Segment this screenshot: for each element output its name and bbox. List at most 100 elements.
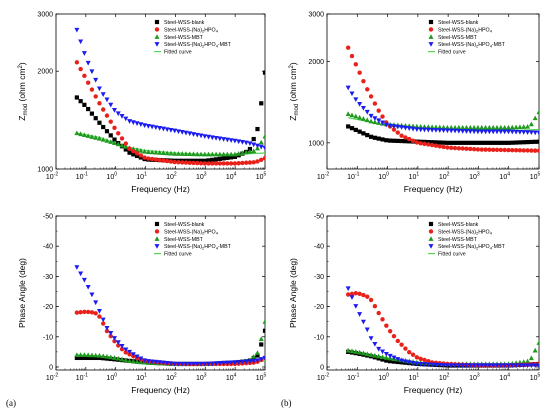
x-tick-label: 103 bbox=[196, 172, 207, 182]
data-point bbox=[100, 136, 106, 142]
data-point bbox=[472, 140, 477, 145]
data-point bbox=[361, 78, 366, 84]
data-point bbox=[502, 129, 508, 135]
x-tick-label: 101 bbox=[136, 373, 147, 383]
series-steel-wss-na-2hpo4 bbox=[345, 45, 539, 153]
data-point bbox=[74, 27, 80, 33]
data-point bbox=[448, 363, 454, 369]
data-point bbox=[240, 160, 245, 166]
data-point bbox=[81, 51, 87, 56]
data-point bbox=[97, 314, 102, 319]
data-point bbox=[104, 325, 110, 331]
data-point bbox=[353, 349, 359, 354]
y-tick-label: -30 bbox=[43, 274, 53, 281]
legend-swatch bbox=[154, 221, 160, 227]
data-point bbox=[536, 340, 539, 345]
data-point bbox=[380, 317, 385, 322]
data-point bbox=[452, 124, 458, 130]
data-point bbox=[380, 349, 386, 355]
data-point bbox=[533, 139, 538, 144]
data-point bbox=[525, 140, 530, 145]
data-point bbox=[262, 328, 265, 333]
data-point bbox=[85, 352, 91, 358]
legend-entry-fitted-curve: Fitted curve bbox=[438, 252, 466, 258]
data-point bbox=[483, 140, 488, 145]
data-point bbox=[161, 158, 166, 163]
data-point bbox=[425, 362, 431, 368]
data-point bbox=[138, 356, 144, 362]
legend-swatch bbox=[428, 42, 434, 47]
data-point bbox=[176, 160, 181, 165]
data-point bbox=[221, 156, 226, 161]
data-point bbox=[138, 122, 144, 127]
data-point bbox=[357, 349, 363, 355]
data-point bbox=[239, 150, 245, 156]
data-point bbox=[89, 87, 95, 92]
data-point bbox=[399, 342, 404, 347]
data-point bbox=[532, 130, 538, 136]
data-point bbox=[433, 128, 439, 133]
data-point bbox=[513, 124, 519, 130]
data-point bbox=[262, 145, 265, 151]
data-point bbox=[255, 353, 260, 358]
data-point bbox=[361, 292, 366, 298]
data-point bbox=[89, 111, 95, 116]
data-point bbox=[142, 155, 147, 160]
data-point bbox=[353, 97, 359, 103]
data-point bbox=[479, 124, 485, 130]
data-point bbox=[164, 127, 170, 133]
data-point bbox=[444, 363, 450, 369]
data-point bbox=[383, 355, 389, 360]
data-point bbox=[93, 135, 99, 140]
data-point bbox=[183, 160, 189, 165]
data-point bbox=[180, 160, 185, 165]
data-point bbox=[183, 361, 189, 367]
data-point bbox=[395, 357, 401, 362]
data-point bbox=[441, 140, 446, 145]
x-tick-label: 100 bbox=[378, 373, 389, 383]
data-point bbox=[258, 144, 264, 150]
data-point bbox=[224, 151, 230, 157]
legend-swatch bbox=[154, 19, 160, 25]
data-point bbox=[498, 363, 504, 369]
data-point bbox=[372, 135, 377, 140]
data-point bbox=[353, 62, 359, 67]
data-point bbox=[112, 125, 117, 131]
data-point bbox=[130, 120, 136, 126]
data-point bbox=[376, 353, 382, 359]
data-point bbox=[100, 92, 106, 97]
data-point bbox=[505, 124, 511, 130]
data-point bbox=[456, 363, 462, 369]
panel-label-a: (a) bbox=[6, 398, 16, 408]
data-point bbox=[506, 140, 511, 145]
panels-layer: 10-2 10-1 100 101 102 103 104 105100020003000Fr… bbox=[17, 12, 541, 396]
data-point bbox=[468, 146, 473, 152]
data-point bbox=[376, 108, 381, 113]
data-point bbox=[513, 129, 519, 135]
data-point bbox=[221, 161, 226, 166]
data-point bbox=[108, 331, 114, 336]
data-point bbox=[254, 143, 260, 149]
data-point bbox=[127, 150, 132, 155]
data-point bbox=[437, 124, 443, 130]
data-point bbox=[510, 147, 515, 153]
data-point bbox=[145, 149, 151, 155]
series-steel-wss-na-2hpo4-mbt bbox=[345, 286, 539, 369]
data-point bbox=[194, 361, 200, 367]
data-point bbox=[452, 128, 458, 134]
x-tick-label: 10-1 bbox=[76, 373, 88, 383]
data-point bbox=[429, 124, 435, 130]
data-point bbox=[456, 124, 462, 130]
data-point bbox=[376, 346, 382, 352]
data-point bbox=[187, 131, 193, 137]
data-point bbox=[123, 141, 128, 146]
data-point bbox=[449, 145, 454, 151]
data-point bbox=[221, 151, 227, 157]
data-point bbox=[104, 328, 110, 334]
data-point bbox=[191, 361, 197, 367]
data-point bbox=[410, 352, 416, 357]
data-point bbox=[509, 129, 515, 135]
data-point bbox=[146, 156, 151, 161]
x-tick-label: 10-2 bbox=[317, 373, 329, 383]
data-point bbox=[433, 362, 439, 368]
